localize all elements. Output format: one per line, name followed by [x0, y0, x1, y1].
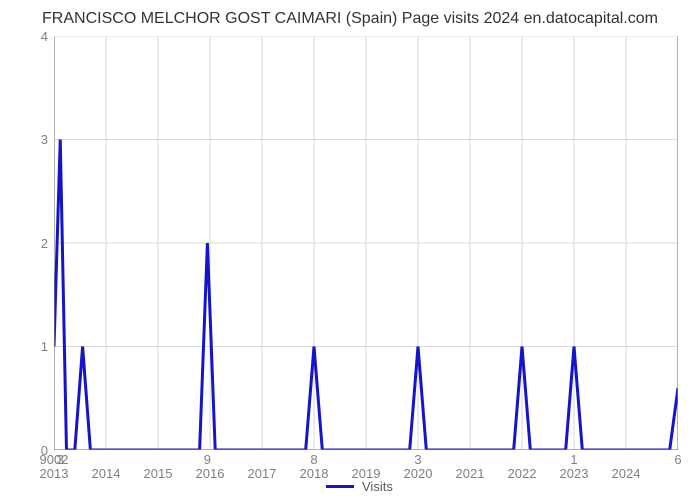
- y-axis-tick-label: 1: [18, 339, 48, 354]
- chart-container: FRANCISCO MELCHOR GOST CAIMARI (Spain) P…: [0, 0, 700, 500]
- x-axis-tick-label: 2022: [508, 466, 537, 481]
- peak-label: 3: [414, 452, 421, 467]
- legend-label: Visits: [362, 479, 393, 494]
- x-axis-tick-label: 2021: [456, 466, 485, 481]
- x-axis-tick-label: 2023: [560, 466, 589, 481]
- x-axis-tick-label: 2024: [612, 466, 641, 481]
- chart-title: FRANCISCO MELCHOR GOST CAIMARI (Spain) P…: [0, 10, 700, 28]
- y-axis-tick-label: 4: [18, 29, 48, 44]
- peak-label: 9002: [40, 452, 69, 467]
- y-axis-tick-label: 2: [18, 236, 48, 251]
- peak-label: 3: [57, 452, 64, 467]
- x-axis-tick-label: 2018: [300, 466, 329, 481]
- peak-label: 6: [674, 452, 681, 467]
- x-axis-tick-label: 2013: [40, 466, 69, 481]
- peak-label: 1: [570, 452, 577, 467]
- x-axis-tick-label: 2020: [404, 466, 433, 481]
- y-axis-tick-label: 3: [18, 132, 48, 147]
- x-axis-tick-label: 2017: [248, 466, 277, 481]
- plot-svg: [54, 36, 678, 450]
- plot-area: [54, 36, 678, 450]
- x-axis-tick-label: 2016: [196, 466, 225, 481]
- legend: Visits: [326, 479, 393, 494]
- x-axis-tick-label: 2015: [144, 466, 173, 481]
- x-axis-tick-label: 2014: [92, 466, 121, 481]
- peak-label: 9: [204, 452, 211, 467]
- legend-swatch-visits: [326, 485, 354, 488]
- peak-label: 8: [310, 452, 317, 467]
